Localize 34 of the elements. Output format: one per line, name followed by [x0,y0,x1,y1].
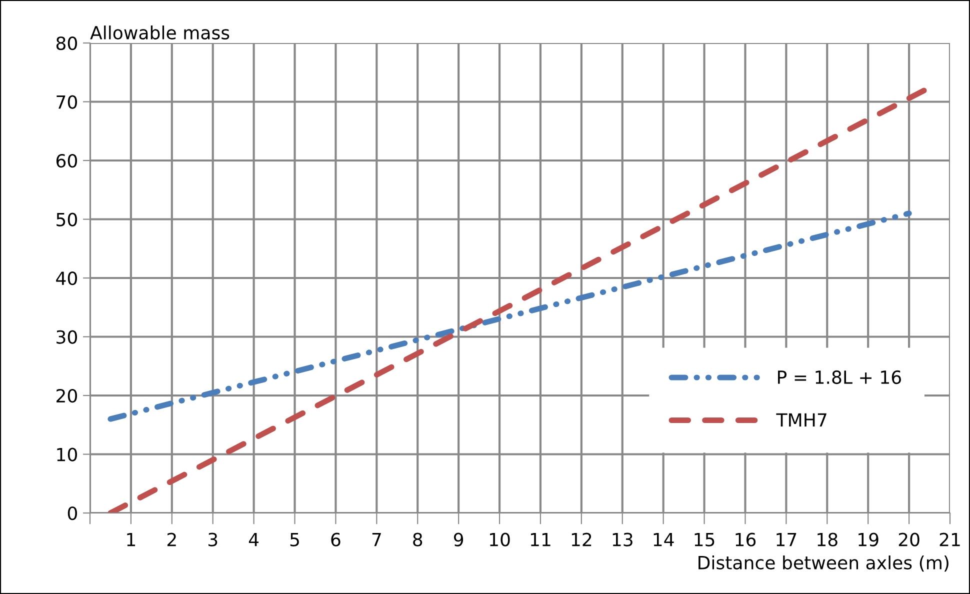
y-tick-label: 80 [56,36,77,50]
x-tick-label: 15 [694,533,714,546]
x-tick-label: 9 [454,532,464,546]
y-tick-label: 20 [56,388,77,403]
y-tick-label: 30 [56,330,77,344]
y-tick-label: 50 [56,212,77,226]
x-tick-label: 10 [490,532,510,546]
x-tick-label: 7 [372,533,381,546]
x-tick-label: 3 [208,532,218,546]
x-tick-label: 12 [572,532,592,546]
x-tick-label: 2 [167,532,176,546]
x-tick-label: 6 [331,532,340,546]
x-tick-label: 5 [290,533,299,546]
x-tick-label: 13 [612,532,632,546]
x-tick-label: 8 [413,532,422,546]
x-tick-label: 1 [127,533,136,546]
y-tick-label: 10 [57,448,77,462]
x-tick-label: 11 [530,533,550,546]
legend-label: TMH7 [776,413,826,427]
x-tick-label: 18 [818,532,838,546]
x-tick-label: 20 [898,532,920,546]
y-tick-label: 70 [56,95,77,109]
y-tick-label: 0 [68,506,77,520]
y-axis-title: Allowable mass [90,26,230,40]
legend-label: P = 1.8L + 16 [778,370,901,384]
x-tick-label: 4 [248,533,259,546]
x-tick-label: 14 [654,533,674,546]
x-tick-label: 19 [858,532,878,546]
x-tick-label: 16 [736,532,756,546]
y-tick-label: 40 [56,271,77,286]
x-axis-title: Distance between axles (m) [698,555,948,572]
x-tick-label: 21 [940,532,960,546]
y-tick-label: 60 [56,154,77,168]
x-tick-label: 17 [776,533,796,546]
